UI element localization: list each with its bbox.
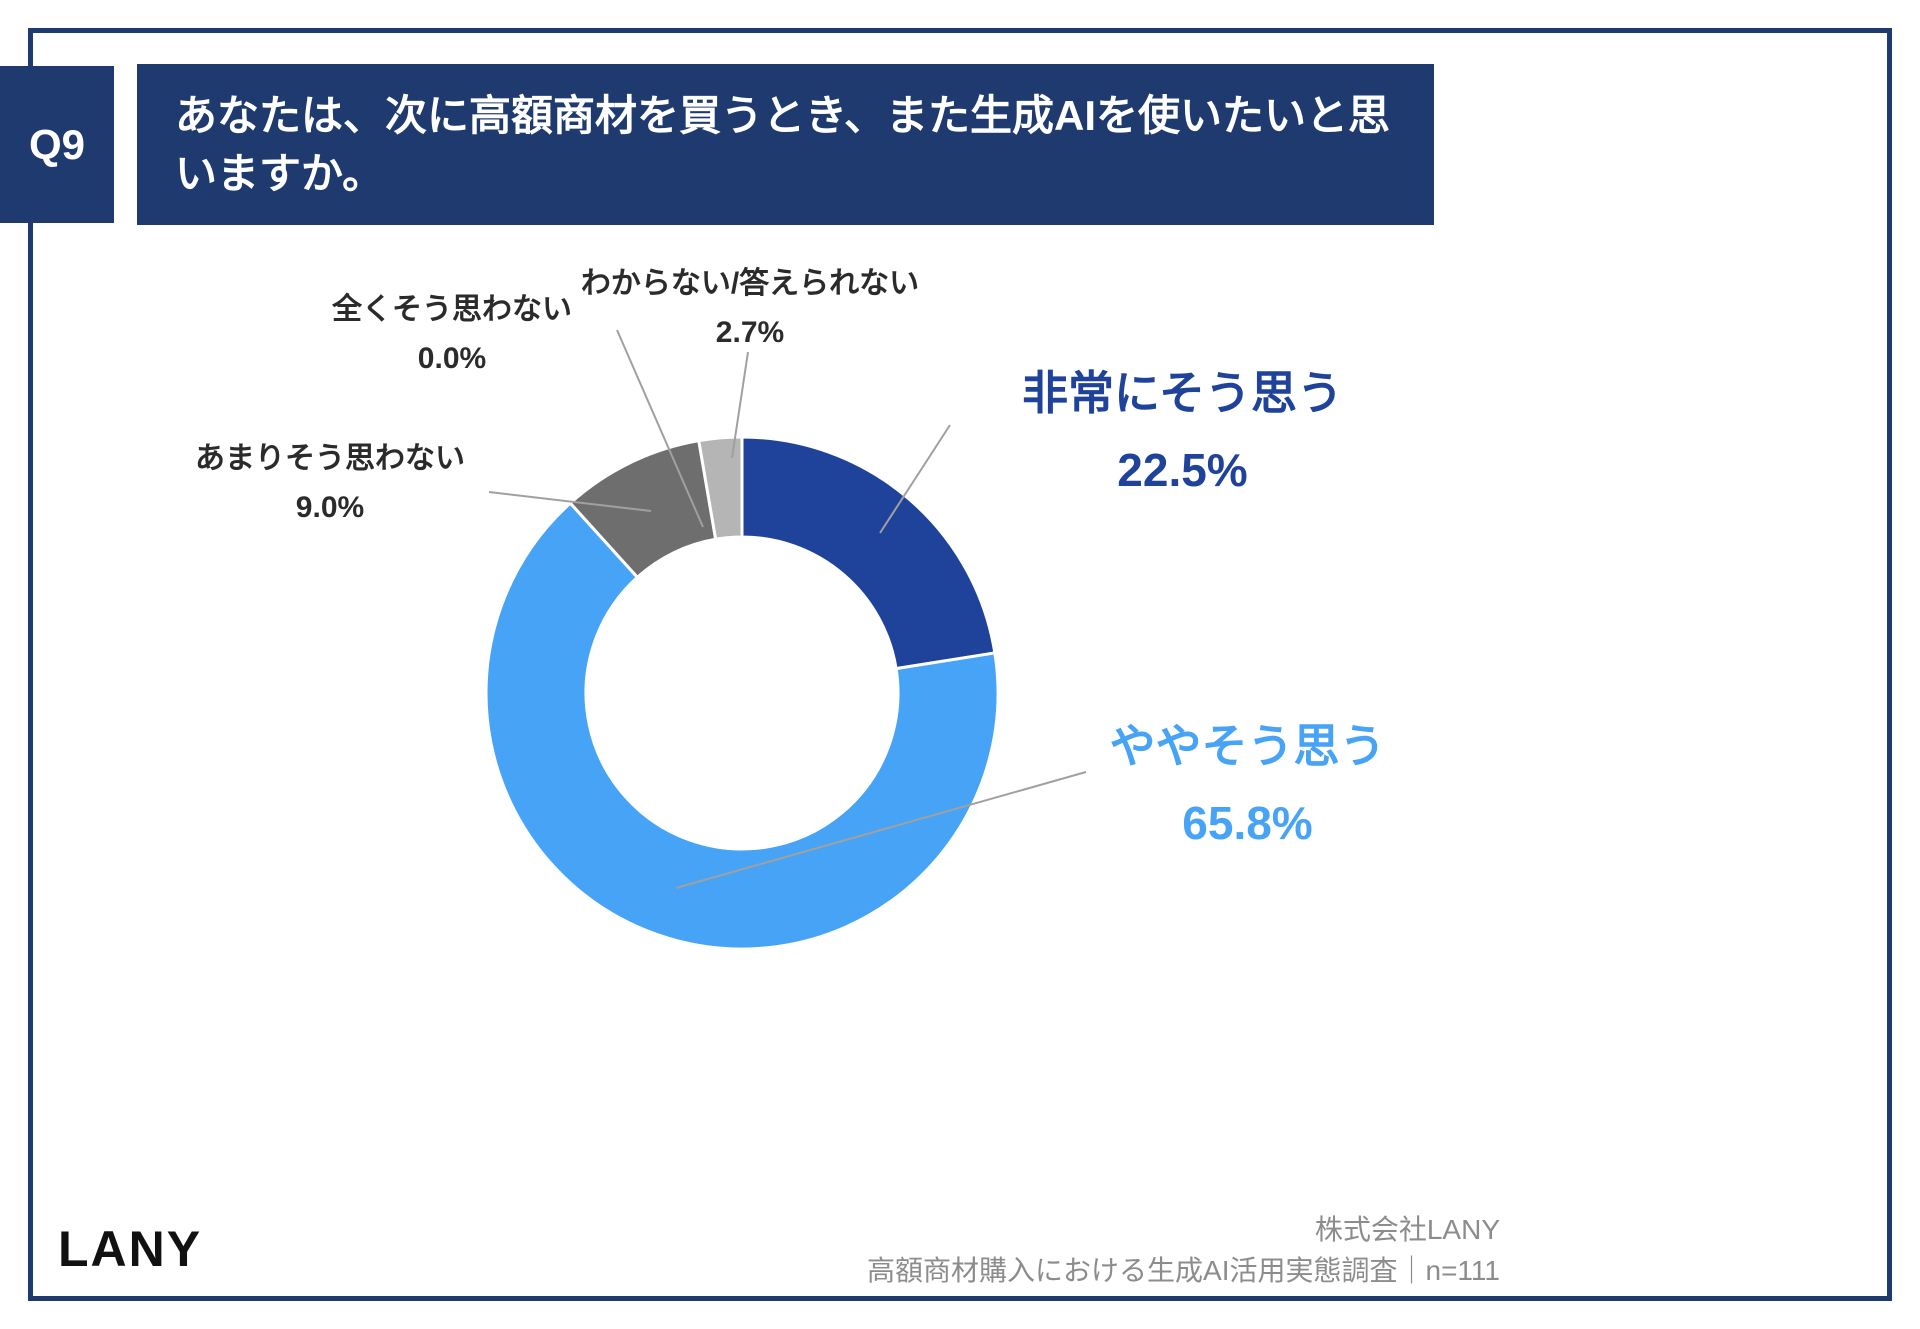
footer-survey-title: 高額商材購入における生成AI活用実態調査｜n=111 [867, 1254, 1500, 1286]
leader-line-somewhat-agree [675, 771, 1087, 889]
leader-line-strongly-agree [879, 424, 951, 534]
donut-segment-4 [697, 435, 744, 541]
label-strongly-agree: 非常にそう思う 22.5% [1010, 355, 1355, 510]
label-somewhat-agree: ややそう思う 65.8% [1075, 708, 1420, 863]
leader-lines [488, 329, 1087, 889]
label-unknown-value: 2.7% [715, 315, 785, 349]
donut-segment-0 [740, 435, 997, 671]
question-tag-label: Q9 [28, 120, 86, 168]
leader-line-unknown [731, 351, 749, 459]
leader-line-not-at-all [616, 329, 704, 528]
leader-line-not-really [488, 491, 652, 512]
label-not-at-all: 全くそう思わない 0.0% [287, 286, 617, 383]
label-not-really: あまりそう思わない 9.0% [165, 435, 495, 532]
label-unknown-text: わからない/答えられない [580, 267, 920, 300]
lany-logo: LANY [58, 1221, 203, 1277]
label-strongly-agree-text: 非常にそう思う [1021, 367, 1344, 419]
question-tag: Q9 [0, 66, 114, 223]
label-unknown: わからない/答えられない 2.7% [565, 260, 935, 357]
label-not-really-text: あまりそう思わない [195, 442, 465, 475]
question-header: あなたは、次に高額商材を買うとき、また生成AIを使いたいと思いますか。 [137, 64, 1434, 225]
label-strongly-agree-value: 22.5% [1117, 444, 1248, 497]
label-somewhat-agree-text: ややそう思う [1109, 720, 1386, 772]
label-not-really-value: 9.0% [295, 490, 365, 524]
donut-segments [484, 435, 1000, 951]
label-somewhat-agree-value: 65.8% [1182, 797, 1313, 850]
footer-company: 株式会社LANY [1314, 1214, 1500, 1245]
donut-segment-1 [484, 501, 1000, 951]
footer-credit: 株式会社LANY 高額商材購入における生成AI活用実態調査｜n=111 [867, 1210, 1500, 1291]
question-title: あなたは、次に高額商材を買うとき、また生成AIを使いたいと思いますか。 [175, 91, 1391, 197]
label-not-at-all-value: 0.0% [417, 341, 487, 375]
label-not-at-all-text: 全くそう思わない [332, 293, 572, 326]
